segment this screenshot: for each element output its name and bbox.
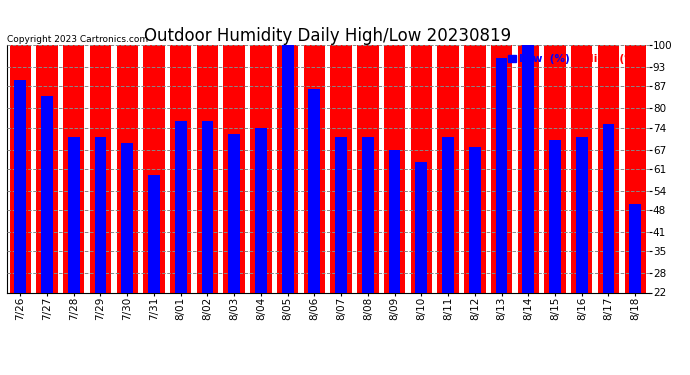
Bar (388, 150, 400, 292)
Bar (549, 140, 561, 292)
Bar (362, 137, 374, 292)
Bar (224, 0, 245, 292)
Bar (37, 0, 58, 292)
Bar (277, 0, 298, 292)
Bar (464, 0, 486, 292)
Bar (357, 0, 379, 292)
Bar (437, 0, 459, 292)
Bar (41, 96, 53, 292)
Bar (522, 32, 534, 292)
Bar (201, 121, 213, 292)
Bar (144, 0, 165, 292)
Bar (90, 0, 111, 292)
Bar (63, 0, 84, 292)
Bar (331, 0, 352, 292)
Bar (121, 143, 133, 292)
Bar (469, 147, 481, 292)
Bar (411, 0, 432, 292)
Bar (384, 0, 405, 292)
Bar (95, 137, 106, 292)
Bar (491, 0, 512, 292)
Bar (571, 0, 593, 292)
Text: Copyright 2023 Cartronics.com: Copyright 2023 Cartronics.com (7, 35, 148, 44)
Bar (197, 0, 218, 292)
Bar (308, 89, 320, 292)
Bar (175, 121, 186, 292)
Bar (255, 128, 267, 292)
Bar (624, 0, 646, 292)
Legend: Low  (%), High  (%): Low (%), High (%) (504, 50, 643, 69)
Bar (415, 162, 427, 292)
Bar (442, 137, 454, 292)
Bar (576, 137, 588, 292)
Bar (602, 124, 614, 292)
Bar (250, 0, 272, 292)
Bar (170, 0, 191, 292)
Bar (68, 137, 79, 292)
Bar (335, 137, 347, 292)
Bar (14, 80, 26, 292)
Bar (629, 204, 641, 292)
Bar (598, 0, 619, 292)
Bar (282, 36, 293, 292)
Bar (518, 0, 539, 292)
Bar (495, 58, 507, 292)
Bar (304, 0, 325, 292)
Bar (228, 134, 240, 292)
Title: Outdoor Humidity Daily High/Low 20230819: Outdoor Humidity Daily High/Low 20230819 (144, 27, 511, 45)
Bar (544, 0, 566, 292)
Bar (148, 175, 160, 292)
Bar (117, 0, 138, 292)
Bar (10, 0, 31, 292)
